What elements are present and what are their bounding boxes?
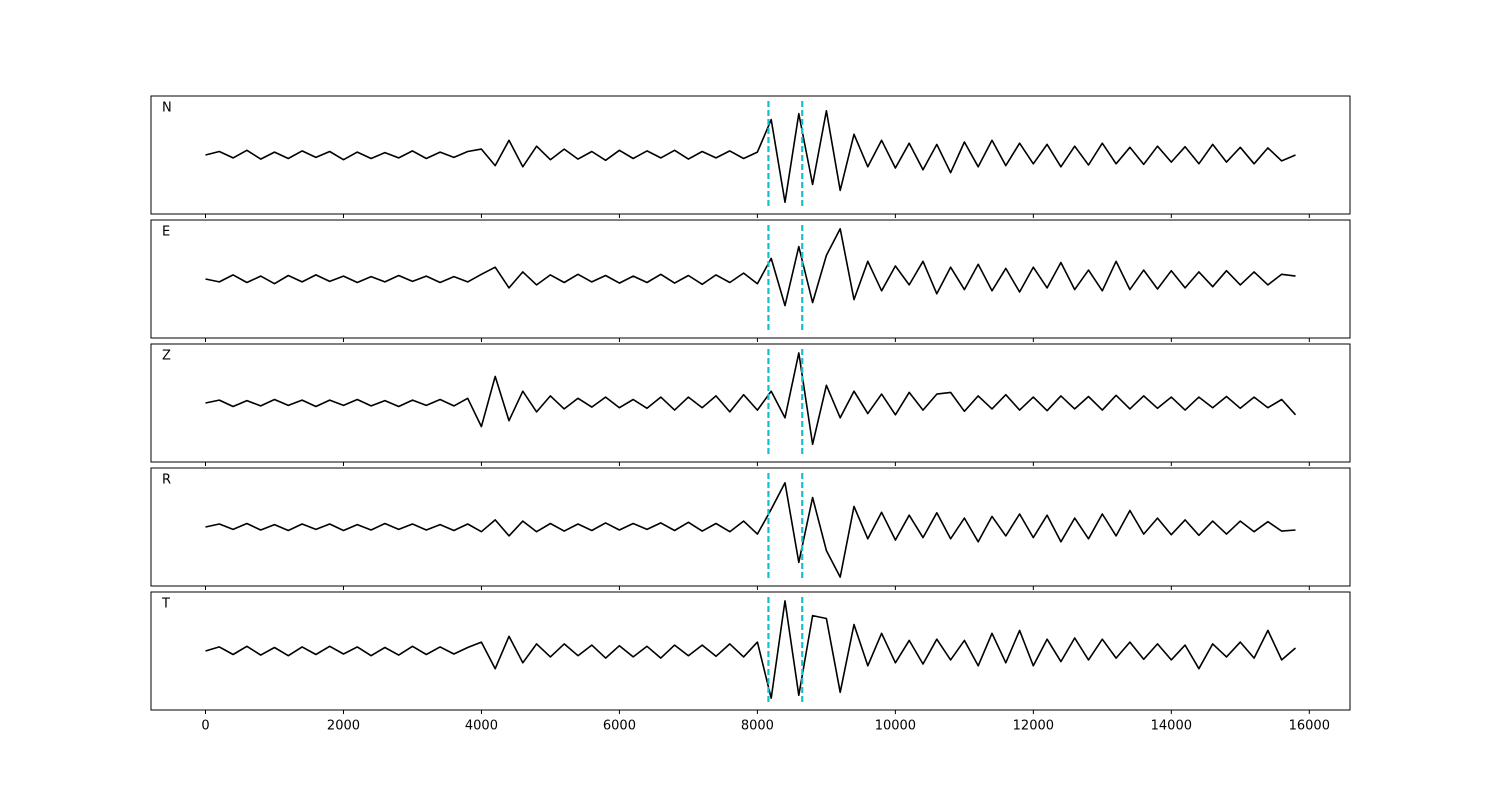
trace	[205, 600, 1297, 699]
panel-label: Z	[162, 349, 171, 364]
x-tick-label: 14000	[1151, 719, 1192, 734]
x-tick-label: 8000	[741, 719, 774, 734]
panel-label: R	[162, 473, 171, 488]
panel-label: E	[162, 225, 170, 240]
trace	[205, 110, 1296, 203]
panel-label: N	[162, 101, 172, 116]
x-tick-label: 10000	[875, 719, 916, 734]
panel-frame	[150, 219, 1351, 339]
panel-frame	[150, 591, 1351, 711]
panel-frame	[150, 95, 1351, 215]
x-tick-label: 2000	[327, 719, 360, 734]
x-tick-label: 12000	[1013, 719, 1054, 734]
x-tick-label: 6000	[603, 719, 636, 734]
panel-frame	[150, 467, 1351, 587]
trace	[205, 228, 1296, 307]
panel-label: T	[161, 597, 170, 612]
x-tick-label: 0	[201, 719, 209, 734]
panel-frame	[150, 343, 1351, 463]
x-tick-label: 16000	[1289, 719, 1330, 734]
trace	[205, 482, 1296, 578]
trace	[205, 352, 1297, 446]
x-tick-label: 4000	[465, 719, 498, 734]
